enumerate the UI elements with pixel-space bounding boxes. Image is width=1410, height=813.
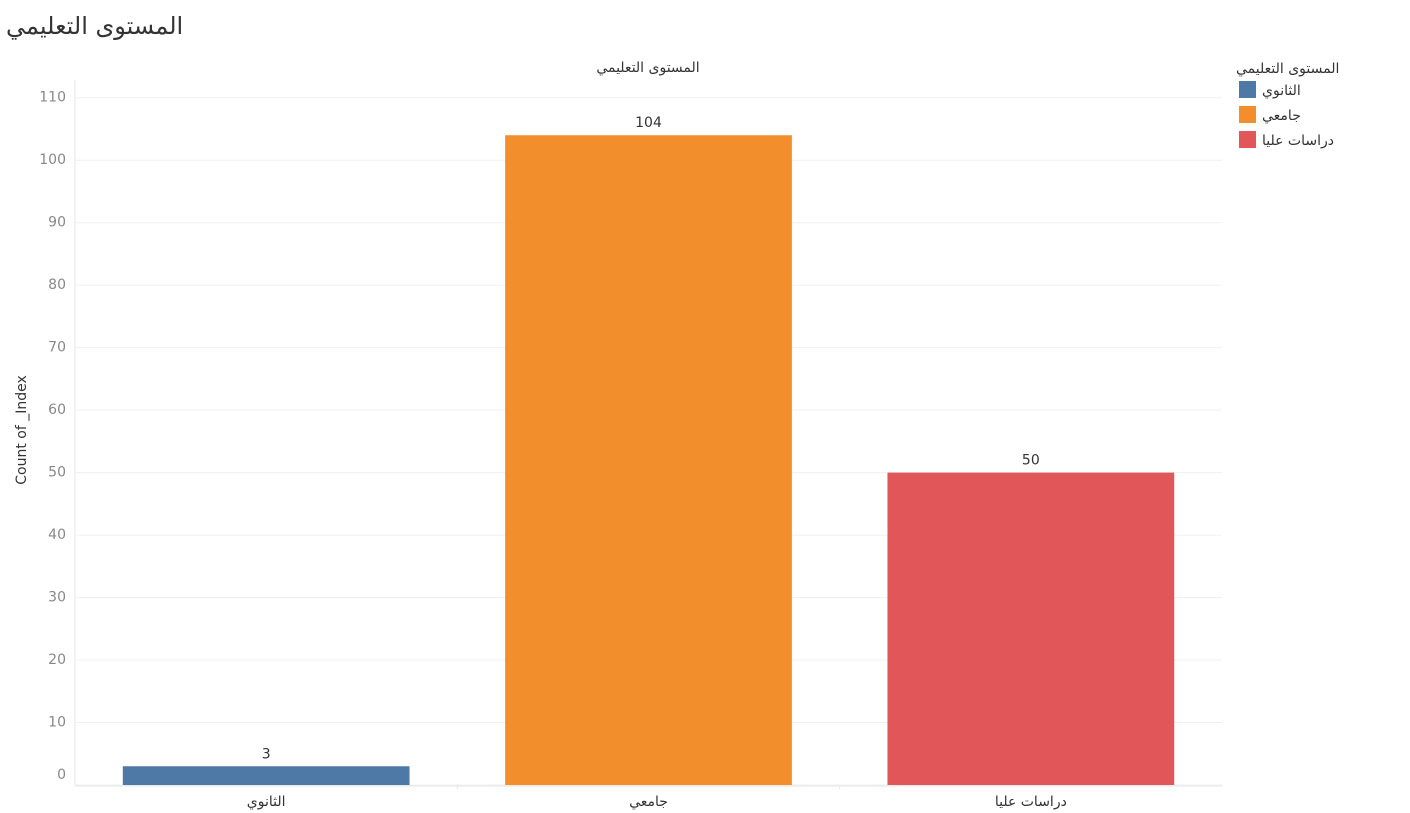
x-axis-title: المستوى التعليمي: [596, 60, 699, 76]
chart-title: المستوى التعليمي: [6, 12, 183, 40]
x-tick-label: دراسات عليا: [995, 794, 1067, 810]
legend-label: جامعي: [1262, 108, 1301, 124]
y-tick-label: 20: [48, 652, 66, 668]
x-tick-label: جامعي: [629, 794, 668, 810]
x-tick-label: الثانوي: [247, 794, 286, 810]
value-label: 3: [262, 746, 271, 762]
y-tick-label: 50: [48, 465, 66, 481]
legend-label: الثانوي: [1262, 83, 1301, 99]
bar: [122, 766, 410, 785]
y-tick-label: 90: [48, 215, 66, 231]
y-tick-label: 0: [57, 767, 66, 783]
legend-title: المستوى التعليمي: [1236, 61, 1339, 77]
y-tick-label: 30: [48, 590, 66, 606]
y-tick-label: 60: [48, 402, 66, 418]
y-tick-label: 10: [48, 715, 66, 731]
y-tick-label: 70: [48, 340, 66, 356]
y-tick-label: 80: [48, 277, 66, 293]
legend-label: دراسات عليا: [1262, 133, 1334, 149]
value-label: 104: [635, 115, 662, 131]
legend-swatch: [1239, 106, 1256, 123]
legend-swatch: [1239, 81, 1256, 98]
y-axis-title: Count of _Index: [14, 375, 30, 485]
bar: [505, 135, 792, 785]
y-tick-label: 110: [39, 90, 66, 106]
y-tick-label: 100: [39, 152, 66, 168]
y-tick-label: 40: [48, 527, 66, 543]
value-label: 50: [1022, 453, 1040, 469]
bar: [887, 472, 1175, 785]
legend-swatch: [1239, 131, 1256, 148]
